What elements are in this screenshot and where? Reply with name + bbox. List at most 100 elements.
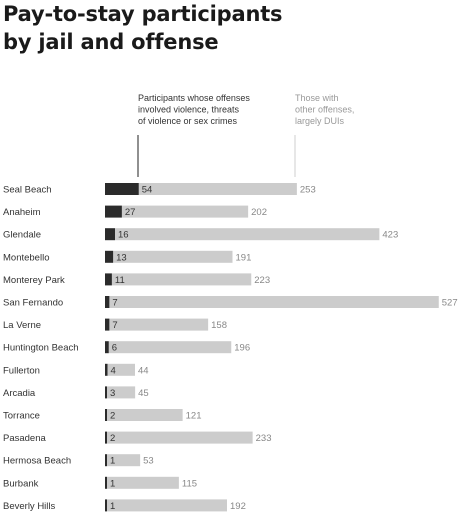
value-label-violent: 27 <box>125 207 136 218</box>
category-label: Hermosa Beach <box>3 456 71 467</box>
value-label-other: 44 <box>138 365 149 376</box>
value-label-other: 202 <box>251 207 267 218</box>
bar-violent <box>105 273 112 286</box>
chart-title: Pay-to-stay participants by jail and off… <box>3 0 453 56</box>
bar-violent <box>105 183 139 195</box>
value-label-violent: 7 <box>112 298 117 309</box>
value-label-violent: 16 <box>118 230 129 241</box>
bar-other <box>113 250 233 263</box>
bar-other <box>109 318 209 331</box>
title-line-2: by jail and offense <box>3 30 219 54</box>
value-label-other: 223 <box>254 275 270 286</box>
value-label-violent: 54 <box>142 185 153 196</box>
bar-violent <box>105 363 108 376</box>
bar-other <box>107 454 141 467</box>
value-label-violent: 13 <box>116 252 127 263</box>
category-label: Huntington Beach <box>3 343 79 354</box>
value-label-other: 121 <box>186 411 202 422</box>
bar-violent <box>105 318 110 331</box>
value-label-other: 423 <box>382 230 398 241</box>
value-label-violent: 1 <box>110 501 115 512</box>
bar-other <box>107 386 136 399</box>
chart-row: Hermosa Beach 1 53 <box>3 454 154 467</box>
bar-other <box>107 409 183 421</box>
chart-row: Fullerton 4 44 <box>3 363 149 376</box>
bar-other <box>107 363 135 376</box>
chart-row: Pasadena 2 233 <box>3 431 272 444</box>
bar-violent <box>105 454 107 467</box>
value-label-violent: 3 <box>110 388 115 399</box>
category-label: Arcadia <box>3 388 36 399</box>
bar-other <box>138 183 297 195</box>
annotation-violent-line: involved violence, threats <box>138 105 240 115</box>
chart-row: Monterey Park 11 223 <box>3 273 270 286</box>
bar-violent <box>105 431 107 444</box>
bar-other <box>121 205 249 218</box>
value-label-other: 158 <box>211 320 227 331</box>
bar-other <box>107 431 253 444</box>
value-label-other: 233 <box>256 433 272 444</box>
chart-row: Burbank 1 115 <box>3 476 197 489</box>
title-line-1: Pay-to-stay participants <box>3 2 283 26</box>
value-label-other: 53 <box>143 456 154 467</box>
chart-row: Beverly Hills 1 192 <box>3 499 246 512</box>
bar-violent <box>105 228 115 241</box>
category-label: Pasadena <box>3 433 47 444</box>
bar-violent <box>105 409 107 421</box>
bar-violent <box>105 250 114 263</box>
value-label-violent: 2 <box>110 411 115 422</box>
category-label: Glendale <box>3 230 41 241</box>
value-label-violent: 4 <box>111 365 116 376</box>
value-label-other: 191 <box>236 252 252 263</box>
bar-other <box>111 273 252 286</box>
bar-other <box>107 476 179 489</box>
value-label-violent: 1 <box>110 478 115 489</box>
chart-row: Anaheim 27 202 <box>3 205 267 218</box>
bar-other <box>107 499 227 512</box>
category-label: Torrance <box>3 411 40 422</box>
value-label-other: 527 <box>442 298 458 309</box>
value-label-violent: 7 <box>112 320 117 331</box>
value-label-violent: 11 <box>115 275 125 286</box>
chart-row: Arcadia 3 45 <box>3 386 149 399</box>
bar-violent <box>105 341 109 354</box>
value-label-violent: 6 <box>112 343 117 354</box>
bar-violent <box>105 499 107 512</box>
value-label-violent: 1 <box>110 456 115 467</box>
category-label: Seal Beach <box>3 185 52 196</box>
annotation-violent-line: of violence or sex crimes <box>138 116 238 126</box>
category-label: La Verne <box>3 320 41 331</box>
category-label: Montebello <box>3 252 49 263</box>
category-label: San Fernando <box>3 298 63 309</box>
value-label-other: 192 <box>230 501 246 512</box>
value-label-violent: 2 <box>110 433 115 444</box>
annotation-other-line: largely DUIs <box>295 116 345 126</box>
chart-row: Huntington Beach 6 196 <box>3 341 250 354</box>
bar-other <box>108 341 232 354</box>
category-label: Monterey Park <box>3 275 65 286</box>
value-label-other: 253 <box>300 185 316 196</box>
value-label-other: 196 <box>234 343 250 354</box>
bar-violent <box>105 205 122 218</box>
chart-annotations: Participants whose offenses involved viol… <box>137 93 354 177</box>
chart-row: Seal Beach 54 253 <box>3 183 316 196</box>
bar-violent <box>105 296 110 308</box>
category-label: Fullerton <box>3 365 40 376</box>
chart-row: Montebello 13 191 <box>3 250 252 263</box>
value-label-other: 115 <box>182 478 197 489</box>
annotation-other-line: other offenses, <box>295 105 354 115</box>
annotation-violent-line: Participants whose offenses <box>138 93 250 103</box>
chart-row: San Fernando 7 527 <box>3 296 458 309</box>
bar-other <box>115 228 380 241</box>
bar-other <box>109 296 439 308</box>
category-label: Anaheim <box>3 207 41 218</box>
category-label: Beverly Hills <box>3 501 56 512</box>
value-label-other: 45 <box>138 388 149 399</box>
chart-row: La Verne 7 158 <box>3 318 227 331</box>
annotation-other-line: Those with <box>295 93 339 103</box>
bar-violent <box>105 386 107 399</box>
chart-row: Glendale 16 423 <box>3 228 398 241</box>
bar-violent <box>105 476 107 489</box>
